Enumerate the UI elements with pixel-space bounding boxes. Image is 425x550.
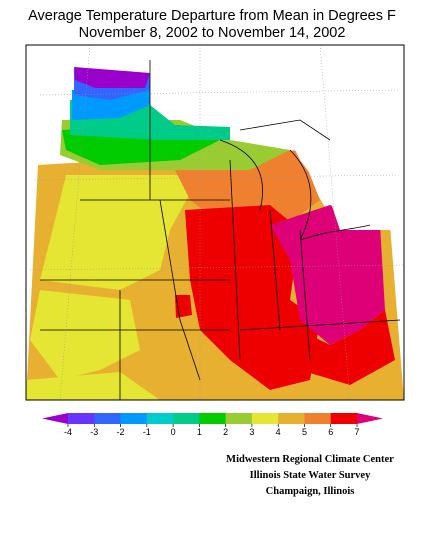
colorbar-tick-label: -4 bbox=[64, 427, 72, 437]
colorbar-tick-label: 4 bbox=[276, 427, 281, 437]
colorbar-bin bbox=[94, 413, 121, 424]
colorbar-tick-label: 0 bbox=[171, 427, 176, 437]
colorbar-bin bbox=[120, 413, 148, 424]
colorbar-bin bbox=[278, 413, 305, 424]
colorbar-end bbox=[357, 413, 383, 424]
credit: Illinois State Water Survey bbox=[250, 470, 371, 481]
colorbar-bin bbox=[251, 413, 279, 424]
colorbar-bin bbox=[199, 413, 226, 424]
colorbar-end bbox=[42, 413, 68, 424]
colorbar-bin bbox=[225, 413, 253, 424]
colorbar-tick-label: 7 bbox=[354, 427, 359, 437]
colorbar-bin bbox=[68, 413, 95, 424]
colorbar-tick-label: -1 bbox=[143, 427, 151, 437]
colorbar-bin bbox=[146, 413, 174, 424]
title-line: Average Temperature Departure from Mean … bbox=[28, 8, 396, 24]
colorbar-bin bbox=[330, 413, 358, 424]
colorbar-bin bbox=[304, 413, 332, 424]
colorbar: -4 -3 -2 -1 0 1 2 3 4 5 6 7 bbox=[42, 413, 383, 437]
colorbar-tick-label: 1 bbox=[197, 427, 202, 437]
colorbar-tick-label: -2 bbox=[117, 427, 125, 437]
title-line: November 8, 2002 to November 14, 2002 bbox=[79, 25, 346, 41]
map bbox=[25, 44, 405, 401]
colorbar-tick-label: 2 bbox=[223, 427, 228, 437]
colorbar-tick-label: 5 bbox=[302, 427, 307, 437]
colorbar-tick-label: 3 bbox=[249, 427, 254, 437]
colorbar-bin bbox=[173, 413, 200, 424]
credit: Champaign, Illinois bbox=[266, 486, 355, 497]
colorbar-tick-label: 6 bbox=[328, 427, 333, 437]
credit: Midwestern Regional Climate Center bbox=[226, 454, 394, 465]
colorbar-tick-label: -3 bbox=[90, 427, 98, 437]
